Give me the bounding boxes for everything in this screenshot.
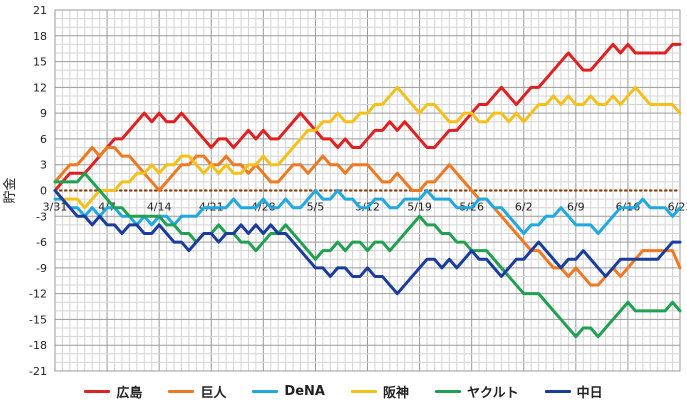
legend-swatch <box>252 389 279 393</box>
y-tick-label: 6 <box>40 133 47 146</box>
x-tick-label: 6/23 <box>668 201 687 214</box>
y-tick-label: -3 <box>36 210 47 223</box>
legend-label: DeNA <box>284 383 325 399</box>
y-tick-label: -12 <box>29 288 47 301</box>
y-tick-label: 0 <box>40 185 47 198</box>
legend-swatch <box>168 389 195 393</box>
y-tick-label: 9 <box>40 107 47 120</box>
x-tick-label: 5/19 <box>407 201 432 214</box>
legend-item: DeNA <box>252 384 325 399</box>
x-tick-label: 4/14 <box>147 201 172 214</box>
legend-swatch <box>84 389 111 393</box>
legend-item: 中日 <box>544 382 603 401</box>
chart-legend: 広島 巨人 DeNA 阪神 ヤクルト 中日 <box>0 380 687 402</box>
x-tick-label: 4/28 <box>251 201 276 214</box>
y-tick-label: 15 <box>33 56 47 69</box>
series-line-0 <box>53 42 682 192</box>
legend-swatch <box>544 389 571 393</box>
y-tick-label: -15 <box>29 313 47 326</box>
x-tick-label: 5/5 <box>307 201 325 214</box>
legend-label: 巨人 <box>200 385 227 401</box>
legend-label: 阪神 <box>382 385 409 401</box>
legend-swatch <box>434 389 461 393</box>
legend-swatch <box>350 389 377 393</box>
y-tick-label: 3 <box>40 159 47 172</box>
y-tick-label: -18 <box>29 339 47 352</box>
y-axis-label: 貯金 <box>2 177 18 203</box>
series-line-4 <box>53 171 682 339</box>
legend-item: 阪神 <box>350 382 409 401</box>
legend-label: ヤクルト <box>466 385 519 401</box>
series-line-3 <box>53 85 682 210</box>
series-line-5 <box>53 189 682 296</box>
x-tick-label: 6/9 <box>567 201 585 214</box>
legend-item: 広島 <box>84 382 142 401</box>
y-tick-label: -21 <box>29 365 47 378</box>
legend-item: 巨人 <box>168 382 226 401</box>
legend-label: 中日 <box>576 385 603 401</box>
x-tick-label: 6/2 <box>515 201 533 214</box>
y-tick-label: -6 <box>36 236 47 249</box>
y-tick-label: 18 <box>33 30 47 43</box>
legend-label: 広島 <box>116 385 143 401</box>
series-line-1 <box>53 146 682 287</box>
y-tick-label: 12 <box>33 81 47 94</box>
y-tick-label: 21 <box>33 4 47 17</box>
legend-item: ヤクルト <box>434 382 519 401</box>
x-tick-label: 3/31 <box>43 201 68 214</box>
y-tick-label: -9 <box>36 262 47 275</box>
